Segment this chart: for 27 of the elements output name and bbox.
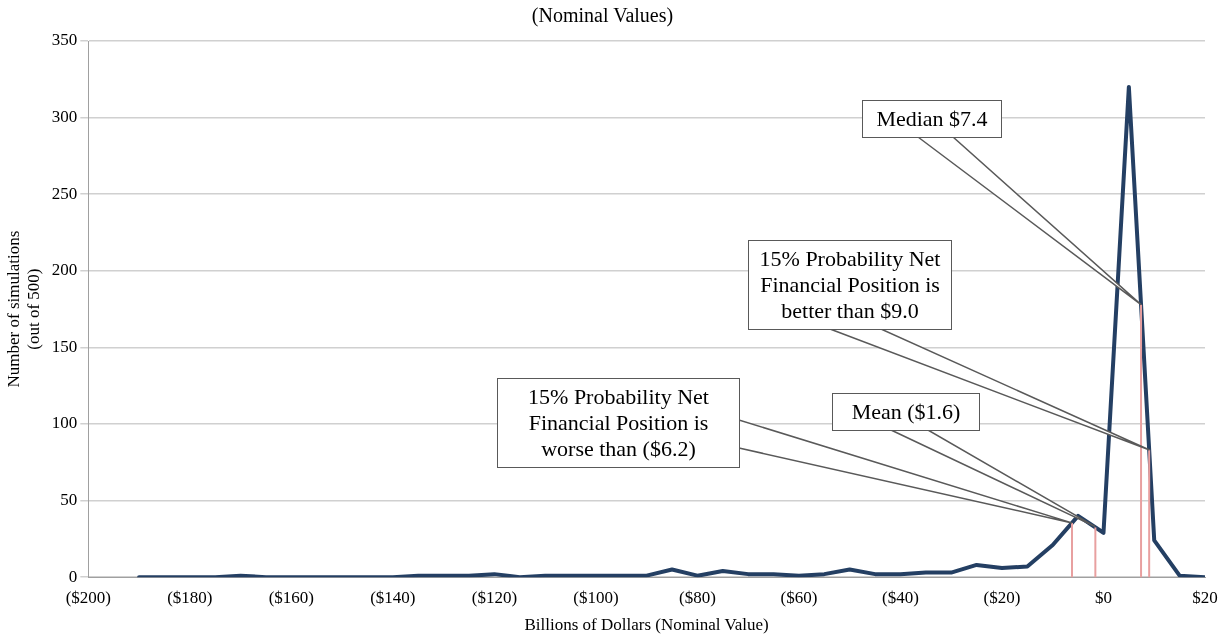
x-tick-label: $20 — [1192, 587, 1218, 607]
x-tick-label: ($140) — [370, 587, 416, 607]
x-tick-label: ($200) — [65, 587, 111, 607]
y-tick-label: 50 — [60, 490, 78, 510]
x-tick-label: ($120) — [471, 587, 518, 607]
x-tick-label: $0 — [1094, 587, 1112, 607]
annotation: 15% Probability Net Financial Position is worse than ($6.2) — [497, 378, 740, 468]
x-tick-label: ($100) — [573, 587, 619, 607]
y-tick-label: 100 — [51, 413, 78, 433]
y-tick-label: 0 — [68, 566, 78, 586]
x-tick-label: ($160) — [268, 587, 314, 607]
annotation: 15% Probability Net Financial Position is better than $9.0 — [748, 240, 952, 330]
x-tick-label: ($180) — [167, 587, 213, 607]
x-tick-label: ($40) — [882, 587, 919, 607]
annotation: Median $7.4 — [862, 100, 1002, 138]
y-tick-label: 150 — [51, 336, 78, 356]
x-tick-label: ($80) — [679, 587, 716, 607]
y-axis-title: Number of simulations (out of 500) — [3, 230, 44, 388]
x-tick-label: ($60) — [780, 587, 818, 607]
x-tick-label: ($20) — [983, 587, 1021, 607]
y-tick-label: 300 — [51, 107, 78, 127]
annotation: Mean ($1.6) — [832, 393, 980, 431]
x-axis-title: Billions of Dollars (Nominal Value) — [524, 615, 769, 635]
y-tick-label: 200 — [51, 260, 78, 280]
y-tick-label: 250 — [51, 183, 78, 203]
chart-title: (Nominal Values) — [531, 4, 674, 28]
y-tick-label: 350 — [51, 30, 78, 50]
